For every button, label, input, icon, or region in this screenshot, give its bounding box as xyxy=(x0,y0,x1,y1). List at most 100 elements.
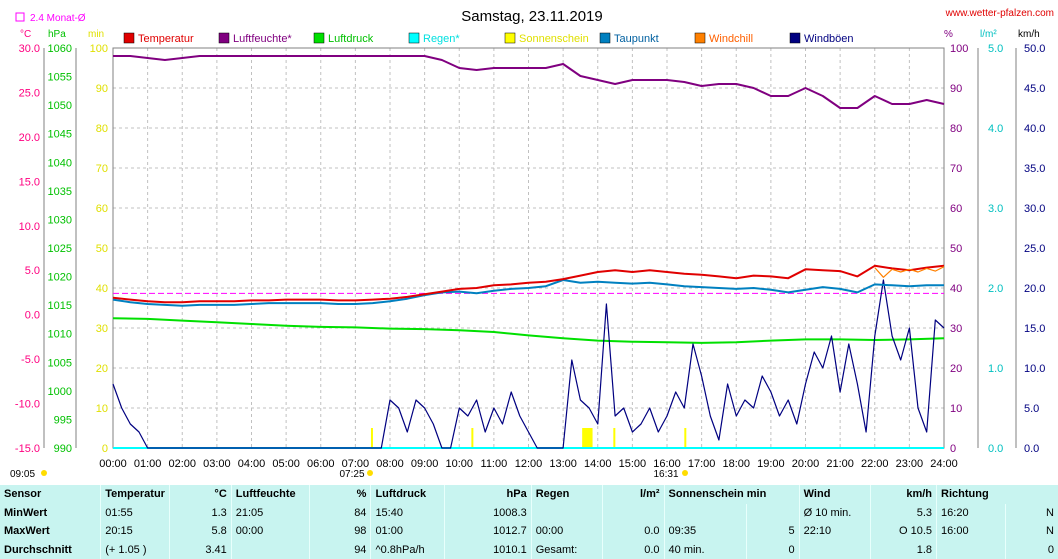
x-axis-tick: 05:00 xyxy=(272,458,300,470)
x-axis-tick: 01:00 xyxy=(134,458,162,470)
minutes-axis-tick: 10 xyxy=(96,403,108,415)
press-time: 15:40 xyxy=(370,503,445,522)
legend-swatch xyxy=(218,32,230,44)
sunrise-icon xyxy=(367,470,373,476)
temp-axis-tick: 30.0 xyxy=(19,43,40,55)
humidity-axis-tick: 70 xyxy=(950,163,962,175)
series-line-windchill xyxy=(874,266,945,278)
rain-axis-tick: 0.0 xyxy=(988,443,1003,455)
press-time: 01:00 xyxy=(370,522,445,541)
pressure-axis-tick: 1015 xyxy=(48,300,72,312)
rain-time xyxy=(530,503,603,522)
humidity-axis-tick: 80 xyxy=(950,123,962,135)
legend-label: Luftfeuchte* xyxy=(233,33,292,45)
x-axis-tick: 18:00 xyxy=(722,458,750,470)
dir-value: N xyxy=(1004,522,1058,541)
temp-value: 1.3 xyxy=(168,503,232,522)
x-axis-tick: 06:00 xyxy=(307,458,335,470)
pressure-axis-tick: 1005 xyxy=(48,357,72,369)
humidity-axis-tick: 60 xyxy=(950,203,962,215)
hum-value: 98 xyxy=(308,522,371,541)
legend-label: Temperatur xyxy=(138,33,194,45)
legend-swatch xyxy=(123,32,135,44)
header-sensor: Sensor xyxy=(4,488,42,501)
header-wind: Wind xyxy=(798,485,871,504)
temp-axis-tick: 25.0 xyxy=(19,87,40,99)
pressure-axis-tick: 1040 xyxy=(48,157,72,169)
wind-axis-tick: 25.0 xyxy=(1024,243,1045,255)
press-time: ^0.8hPa/h xyxy=(370,540,445,559)
humidity-axis-tick: 20 xyxy=(950,363,962,375)
sun-value xyxy=(745,503,800,522)
legend-label: Windböen xyxy=(804,33,854,45)
x-axis-tick: 08:00 xyxy=(376,458,404,470)
press-value: 1012.7 xyxy=(443,522,532,541)
wind-axis-tick: 15.0 xyxy=(1024,323,1045,335)
wind-axis-tick: 40.0 xyxy=(1024,123,1045,135)
header-rain-unit: l/m² xyxy=(601,485,665,504)
header-press: Luftdruck xyxy=(370,485,445,504)
wind-axis-tick: 10.0 xyxy=(1024,363,1045,375)
sunshine-bar xyxy=(471,428,474,448)
rain-axis-tick: 3.0 xyxy=(988,203,1003,215)
pressure-axis-tick: 1060 xyxy=(48,43,72,55)
sun-time: 40 min. xyxy=(663,540,747,559)
pressure-axis-tick: 995 xyxy=(54,414,72,426)
sunset-icon xyxy=(682,470,688,476)
x-axis-tick: 11:00 xyxy=(481,458,508,470)
x-axis-tick: 10:00 xyxy=(445,458,473,470)
sunshine-bar xyxy=(582,428,593,448)
x-axis-tick: 14:00 xyxy=(584,458,612,470)
minutes-unit: min xyxy=(88,29,104,40)
temp-time: 20:15 xyxy=(100,522,170,541)
chart-title: Samstag, 23.11.2019 xyxy=(461,8,603,25)
wind-axis-tick: 5.0 xyxy=(1024,403,1039,415)
series-line-taupunkt xyxy=(112,279,944,307)
rain-unit: l/m² xyxy=(980,29,997,40)
temp-axis-tick: -15.0 xyxy=(15,443,40,455)
minutes-axis-tick: 90 xyxy=(96,83,108,95)
x-axis-tick: 20:00 xyxy=(792,458,820,470)
temp-axis-tick: 5.0 xyxy=(25,265,40,277)
header-temp-unit: °C xyxy=(168,485,232,504)
pressure-axis-tick: 1035 xyxy=(48,186,72,198)
sunshine-bar xyxy=(613,428,616,448)
x-axis-tick: 03:00 xyxy=(203,458,231,470)
wind-value: 5.3 xyxy=(869,503,937,522)
legend-label: Regen* xyxy=(423,33,460,45)
hum-value: 84 xyxy=(308,503,371,522)
rain-axis-tick: 5.0 xyxy=(988,43,1003,55)
wind-time: Ø 10 min. xyxy=(798,503,871,522)
wind-axis-tick: 35.0 xyxy=(1024,163,1045,175)
sun-value: 0 xyxy=(745,540,800,559)
wind-value: O 10.5 xyxy=(869,522,937,541)
minutes-axis-tick: 20 xyxy=(96,363,108,375)
x-axis-tick: 23:00 xyxy=(896,458,924,470)
temp-axis-tick: 20.0 xyxy=(19,132,40,144)
sun-value: 5 xyxy=(745,522,800,541)
wind-unit: km/h xyxy=(1018,29,1040,40)
humidity-axis-tick: 50 xyxy=(950,243,962,255)
stats-header-row: Sensor Temperatur °C Luftfeuchte % Luftd… xyxy=(0,485,1058,504)
row-label: MinWert xyxy=(4,506,48,519)
press-value: 1008.3 xyxy=(443,503,532,522)
x-axis-tick: 19:00 xyxy=(757,458,785,470)
pressure-axis-tick: 1030 xyxy=(48,214,72,226)
sun-start-icon xyxy=(41,470,47,476)
x-axis-tick: 22:00 xyxy=(861,458,889,470)
statistics-table: Sensor Temperatur °C Luftfeuchte % Luftd… xyxy=(0,485,1058,559)
sunset-label: 16:31 xyxy=(653,469,678,480)
series-line-windben xyxy=(112,279,945,449)
pressure-axis-tick: 990 xyxy=(54,443,72,455)
legend-swatch xyxy=(408,32,420,44)
pressure-axis-tick: 1000 xyxy=(48,386,72,398)
press-value: 1010.1 xyxy=(443,540,532,559)
x-axis-tick: 04:00 xyxy=(238,458,266,470)
temp-axis-tick: 0.0 xyxy=(25,310,40,322)
site-link[interactable]: www.wetter-pfalzen.com xyxy=(945,8,1054,19)
hum-time xyxy=(230,540,310,559)
humidity-unit: % xyxy=(944,29,953,40)
minutes-axis-tick: 60 xyxy=(96,203,108,215)
legend-swatch xyxy=(504,32,516,44)
rain-axis-tick: 2.0 xyxy=(988,283,1003,295)
